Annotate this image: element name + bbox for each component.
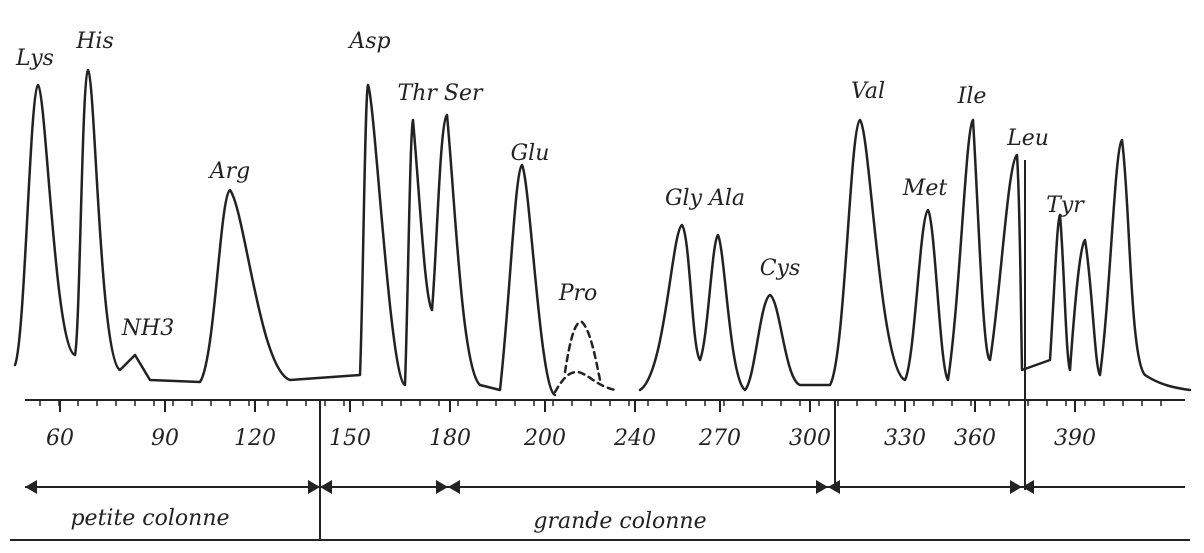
tick-label: 90	[151, 426, 179, 451]
peak-label: Ile	[957, 84, 987, 109]
peak-label: Asp	[347, 29, 390, 54]
tick-label: 200	[523, 426, 566, 451]
tick-label: 60	[46, 426, 74, 451]
tick-label: 120	[234, 426, 276, 451]
peak-label: Leu	[1006, 126, 1049, 151]
tick-label: 240	[613, 426, 656, 451]
tick-label: 180	[429, 426, 471, 451]
tick-label: 300	[789, 426, 831, 451]
peak-label: Cys	[760, 256, 801, 281]
tick-label: 330	[884, 426, 926, 451]
trace-2	[638, 118, 1192, 392]
peak-labels: Lys His NH3 Arg Asp Thr Ser Glu Pro Gly Ala Cys Va…	[15, 29, 1085, 341]
tick-label: 270	[698, 426, 741, 451]
arrows	[25, 480, 1034, 494]
peak-label: Met	[902, 176, 948, 201]
section-label: petite colonne	[70, 506, 229, 531]
tick-label: 390	[1054, 426, 1096, 451]
section-label: grande colonne	[533, 509, 706, 534]
trace	[13, 68, 557, 397]
peak-label: Tyr	[1046, 193, 1085, 218]
peak-label: His	[75, 29, 114, 54]
trace-pro	[553, 370, 617, 394]
peak-label: Lys	[15, 46, 54, 71]
peak-label: NH3	[121, 316, 174, 341]
trace-pro-top	[563, 320, 602, 382]
peak-label: Thr Ser	[398, 81, 484, 106]
peak-label: Pro	[558, 281, 598, 306]
peak-label: Val	[851, 79, 885, 104]
peak-label: Arg	[208, 159, 251, 184]
peak-label: Glu	[511, 141, 550, 166]
ticks: 60 90 120 150 180 200 240 270 300 330 360 390	[39, 400, 1162, 451]
peak-label: Gly Ala	[665, 186, 745, 211]
tick-label: 150	[329, 426, 371, 451]
tick-label: 360	[954, 426, 996, 451]
